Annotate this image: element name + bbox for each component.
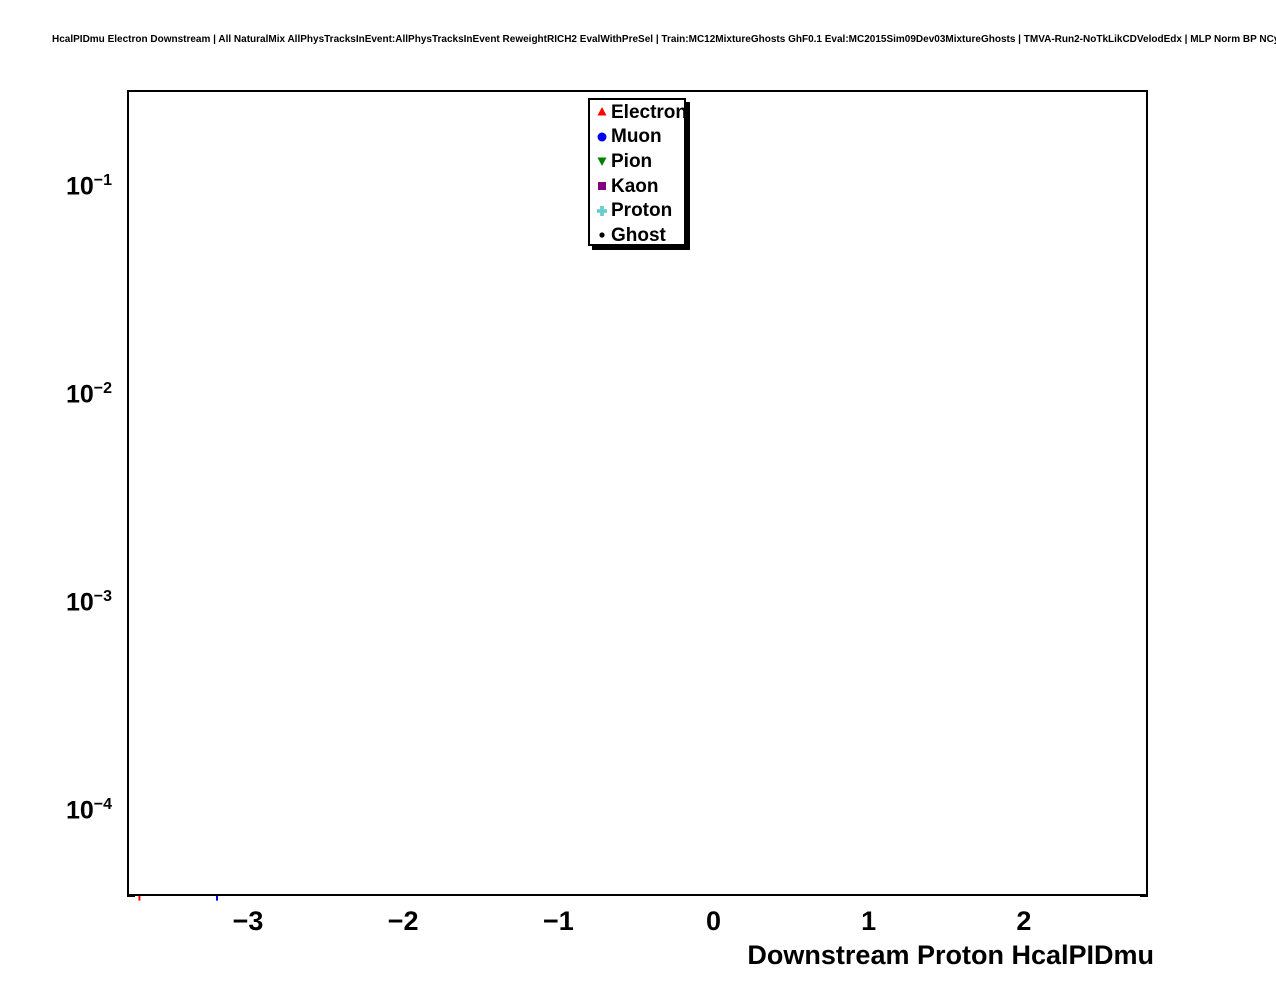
legend-label: Proton xyxy=(611,200,673,222)
y-axis-tick-label: 10−4 xyxy=(65,796,112,825)
legend-label: Ghost xyxy=(611,224,666,246)
x-axis-tick-label: 0 xyxy=(706,906,722,936)
legend: Electron Muon Pion Kaon Proton Ghost xyxy=(588,98,688,248)
cross-icon xyxy=(593,201,611,221)
legend-item-electron[interactable]: Electron xyxy=(590,100,688,125)
x-axis-tick-label: 1 xyxy=(861,906,877,936)
legend-label: Muon xyxy=(611,126,662,148)
y-axis-tick-label: 10−1 xyxy=(65,172,112,201)
x-axis-title: Downstream Proton HcalPIDmu xyxy=(747,940,1154,970)
x-axis-tick-label: −2 xyxy=(387,906,419,936)
legend-item-pion[interactable]: Pion xyxy=(590,149,684,174)
x-axis-tick-label: −1 xyxy=(542,906,574,936)
y-axis-tick-label: 10−3 xyxy=(65,588,112,617)
legend-item-proton[interactable]: Proton xyxy=(590,198,684,223)
legend-label: Pion xyxy=(611,150,653,172)
square-icon xyxy=(593,176,611,196)
legend-item-muon[interactable]: Muon xyxy=(590,125,684,150)
triangle-down-icon xyxy=(593,151,611,171)
x-axis-tick-label: 2 xyxy=(1016,906,1032,936)
x-axis-tick-label: −3 xyxy=(232,906,264,936)
legend-item-ghost[interactable]: Ghost xyxy=(590,223,684,248)
legend-label: Electron xyxy=(611,101,688,123)
dot-icon xyxy=(593,225,611,245)
legend-label: Kaon xyxy=(611,175,659,197)
legend-item-kaon[interactable]: Kaon xyxy=(590,174,684,199)
plot-title: HcalPIDmu Electron Downstream | All Natu… xyxy=(52,34,1276,45)
triangle-up-icon xyxy=(593,102,611,122)
circle-icon xyxy=(593,127,611,147)
y-axis-tick-label: 10−2 xyxy=(65,380,112,409)
